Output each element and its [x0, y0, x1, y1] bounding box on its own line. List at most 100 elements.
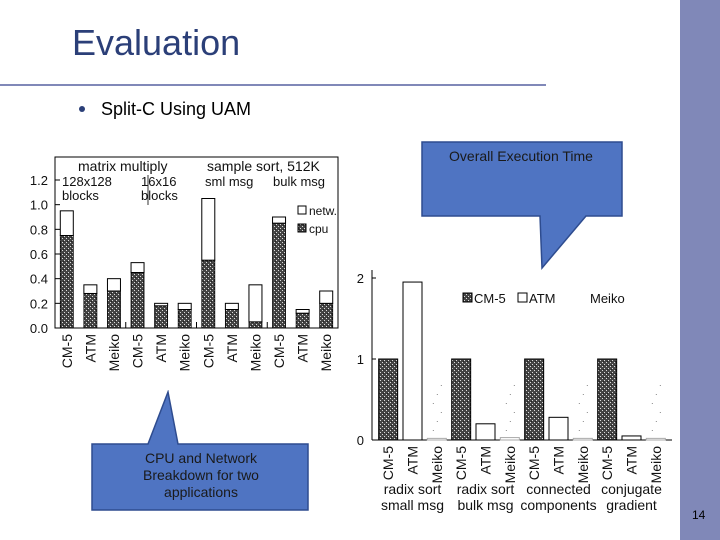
- chart2-group-label: radix sort: [384, 481, 442, 497]
- chart2-category-label: Meiko: [575, 446, 591, 484]
- chart2-category-label: ATM: [624, 446, 640, 475]
- chart1-bar-netw: [224, 302, 239, 311]
- chart1-ytick-label: 1.2: [30, 173, 48, 188]
- title-underline: [0, 84, 546, 86]
- chart1-bar-netw: [248, 284, 263, 323]
- chart2-meiko-speckle: [505, 403, 507, 404]
- chart2-meiko-speckle: [509, 394, 511, 395]
- chart1-legend-swatch-cpu: [297, 223, 307, 233]
- chart1-category-label: ATM: [224, 334, 240, 363]
- chart2-meiko-speckle: [578, 403, 580, 404]
- chart2-group-label: radix sort: [457, 481, 515, 497]
- chart1-bar-cpu: [154, 305, 169, 329]
- callout-breakdown-line-1: CPU and Network: [144, 450, 258, 466]
- chart2-meiko-speckle: [436, 421, 438, 422]
- chart1-subgroup-label: blocks: [62, 188, 99, 203]
- chart2-meiko-speckle: [440, 385, 442, 386]
- callout-overall-time: [421, 141, 623, 270]
- chart2-category-label: CM-5: [599, 446, 615, 480]
- chart2-bar-cm-5: [597, 358, 618, 441]
- chart1-bar-netw: [319, 290, 334, 304]
- chart2-meiko-speckle: [586, 385, 588, 386]
- chart2-meiko-speckle: [651, 403, 653, 404]
- chart2-legend-label-atm: ATM: [529, 291, 555, 306]
- chart1-subgroup-label: blocks: [141, 188, 178, 203]
- chart2-category-label: ATM: [551, 446, 567, 475]
- chart2-meiko-speckle: [513, 385, 515, 386]
- chart2-bar-atm: [621, 435, 642, 441]
- chart2-meiko-speckle: [440, 412, 442, 413]
- chart1-group-label: matrix multiply: [78, 158, 167, 174]
- chart2-meiko-speckle: [505, 430, 507, 431]
- chart1-category-label: ATM: [82, 334, 98, 363]
- chart2-bar-atm: [402, 281, 423, 441]
- chart1-bar-cpu: [295, 312, 310, 329]
- chart1-category-label: CM-5: [59, 334, 75, 368]
- callout-breakdown-text: CPU and Network Breakdown for two applic…: [98, 450, 304, 501]
- chart2-bar-atm: [475, 423, 496, 441]
- chart2-meiko-speckle: [432, 430, 434, 431]
- chart2-category-label: Meiko: [429, 446, 445, 484]
- chart1-bar-cpu: [248, 321, 263, 329]
- chart2-bar-cm-5: [451, 358, 472, 441]
- chart2-category-label: Meiko: [502, 446, 518, 484]
- chart1-bar-netw: [106, 278, 121, 292]
- chart1-category-label: Meiko: [318, 334, 334, 372]
- chart1-ytick-label: 1.0: [30, 198, 48, 213]
- chart1-ytick-label: 0.8: [30, 222, 48, 237]
- chart1-category-label: CM-5: [271, 334, 287, 368]
- chart2-group-label: bulk msg: [457, 497, 513, 513]
- callout-overall-time-text: Overall Execution Time: [449, 148, 593, 164]
- chart2-bar-cm-5: [378, 358, 399, 441]
- chart1-bar-cpu: [130, 272, 145, 329]
- callout-breakdown-line-3: applications: [164, 484, 238, 500]
- chart2-bar-atm: [548, 416, 569, 441]
- chart2-category-label: Meiko: [648, 446, 664, 484]
- chart2-meiko-speckle: [578, 430, 580, 431]
- chart2-category-label: CM-5: [453, 446, 469, 480]
- chart1-bar-netw: [83, 284, 98, 294]
- chart1-ytick-label: 0.4: [30, 272, 48, 287]
- chart1-bar-netw: [59, 210, 74, 236]
- chart2-meiko-speckle: [586, 412, 588, 413]
- chart1-bar-cpu: [59, 235, 74, 329]
- chart1-bar-netw: [130, 262, 145, 273]
- chart2-meiko-speckle: [655, 394, 657, 395]
- chart2-meiko-speckle: [651, 430, 653, 431]
- chart1-category-label: Meiko: [106, 334, 122, 372]
- chart1-category-label: CM-5: [200, 334, 216, 368]
- chart2-legend-swatch-atm: [517, 292, 528, 303]
- chart1-bar-netw: [177, 302, 192, 311]
- chart2-bar-meiko: [645, 437, 666, 441]
- chart1-bar-cpu: [319, 302, 334, 329]
- chart2-legend-swatch-cm-5: [462, 292, 473, 303]
- chart1-ytick-label: 0.6: [30, 247, 48, 262]
- callout-breakdown: [91, 390, 309, 511]
- chart2-ytick-label: 1: [357, 352, 364, 367]
- chart1-subgroup-label: 16x16: [141, 174, 176, 189]
- chart1-bar-cpu: [224, 309, 239, 329]
- chart2-ytick-label: 2: [357, 271, 364, 286]
- chart1-subgroup-label: sml msg: [205, 174, 253, 189]
- chart1-ytick-label: 0.0: [30, 321, 48, 336]
- chart1-group-label: sample sort, 512K: [207, 158, 320, 174]
- slide-accent-bar: [680, 0, 720, 540]
- chart2-group-label: conjugate: [601, 481, 662, 497]
- callout-breakdown-line-2: Breakdown for two: [143, 467, 259, 483]
- chart1-ytick-label: 0.2: [30, 296, 48, 311]
- chart1-category-label: CM-5: [130, 334, 146, 368]
- chart1-category-label: Meiko: [247, 334, 263, 372]
- chart1-bar-cpu: [177, 309, 192, 329]
- chart1-bar-netw: [201, 198, 216, 261]
- chart2-category-label: ATM: [405, 446, 421, 475]
- chart2-group-label: small msg: [381, 497, 444, 513]
- chart2-meiko-speckle: [582, 421, 584, 422]
- chart2-category-label: CM-5: [526, 446, 542, 480]
- chart1-category-label: ATM: [153, 334, 169, 363]
- page-number: 14: [692, 508, 706, 522]
- chart2-meiko-speckle: [432, 403, 434, 404]
- chart2-group-label: connected: [526, 481, 591, 497]
- chart1-bar-netw: [295, 309, 310, 314]
- chart2-meiko-speckle: [436, 394, 438, 395]
- chart2-meiko-speckle: [509, 421, 511, 422]
